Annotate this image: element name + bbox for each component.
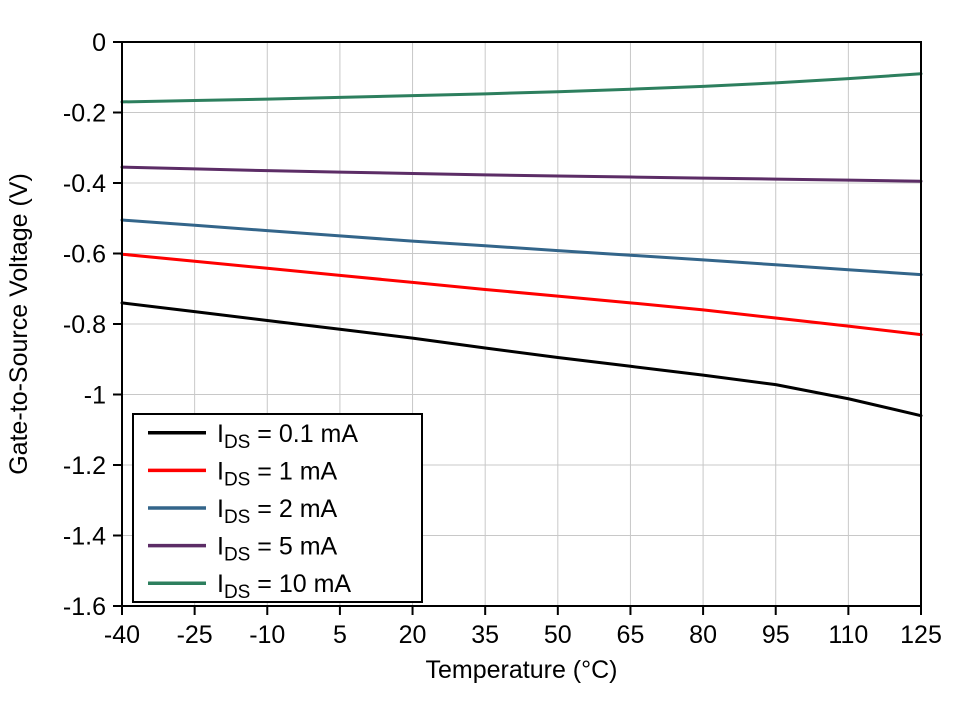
legend: IDS = 0.1 mA IDS = 1 mA IDS = 2 mA IDS = 5 … (132, 413, 423, 603)
y-tick-label: -0.4 (63, 170, 106, 198)
y-tick-label: -0.6 (63, 241, 106, 269)
x-tick-label: 50 (544, 621, 572, 649)
legend-label: IDS = 1 mA (217, 457, 338, 490)
x-tick-label: 35 (471, 621, 499, 649)
y-tick-label: -0.8 (63, 311, 106, 339)
y-tick-label: -1 (84, 382, 106, 410)
x-tick-label: 110 (828, 621, 868, 649)
legend-label: IDS = 0.1 mA (217, 420, 358, 453)
tick-labels: -40 -25 -10 5 20 35 50 65 80 95 110 125 0 -0.2 -0.4 -0.… (63, 29, 942, 649)
y-tick-label: -1.2 (63, 452, 106, 480)
axis-ticks (113, 41, 922, 615)
x-tick-label: -25 (177, 621, 213, 649)
series-line-0 (120, 301, 923, 418)
x-tick-label: 5 (333, 621, 347, 649)
y-axis-title: Gate-to-Source Voltage (V) (5, 173, 33, 475)
x-tick-label: -10 (249, 621, 285, 649)
series-line-4 (120, 72, 923, 104)
legend-label: IDS = 2 mA (217, 495, 338, 528)
x-axis-title: Temperature (°C) (426, 656, 618, 684)
y-tick-label: 0 (92, 29, 106, 57)
legend-label: IDS = 5 mA (217, 533, 338, 566)
series-line-1 (120, 252, 923, 337)
x-tick-label: -40 (104, 621, 140, 649)
x-tick-label: 65 (617, 621, 645, 649)
x-tick-label: 95 (762, 621, 790, 649)
series-lines (120, 72, 923, 418)
y-tick-label: -0.2 (63, 100, 106, 128)
y-tick-label: -1.6 (63, 593, 106, 621)
y-tick-label: -1.4 (63, 523, 106, 551)
series-line-3 (120, 165, 923, 183)
plot-border (121, 41, 922, 607)
x-tick-label: 20 (399, 621, 427, 649)
series-line-2 (120, 218, 923, 277)
legend-label: IDS = 10 mA (217, 570, 351, 603)
x-tick-label: 80 (689, 621, 717, 649)
x-tick-label: 125 (900, 621, 942, 649)
gridlines (122, 42, 921, 606)
